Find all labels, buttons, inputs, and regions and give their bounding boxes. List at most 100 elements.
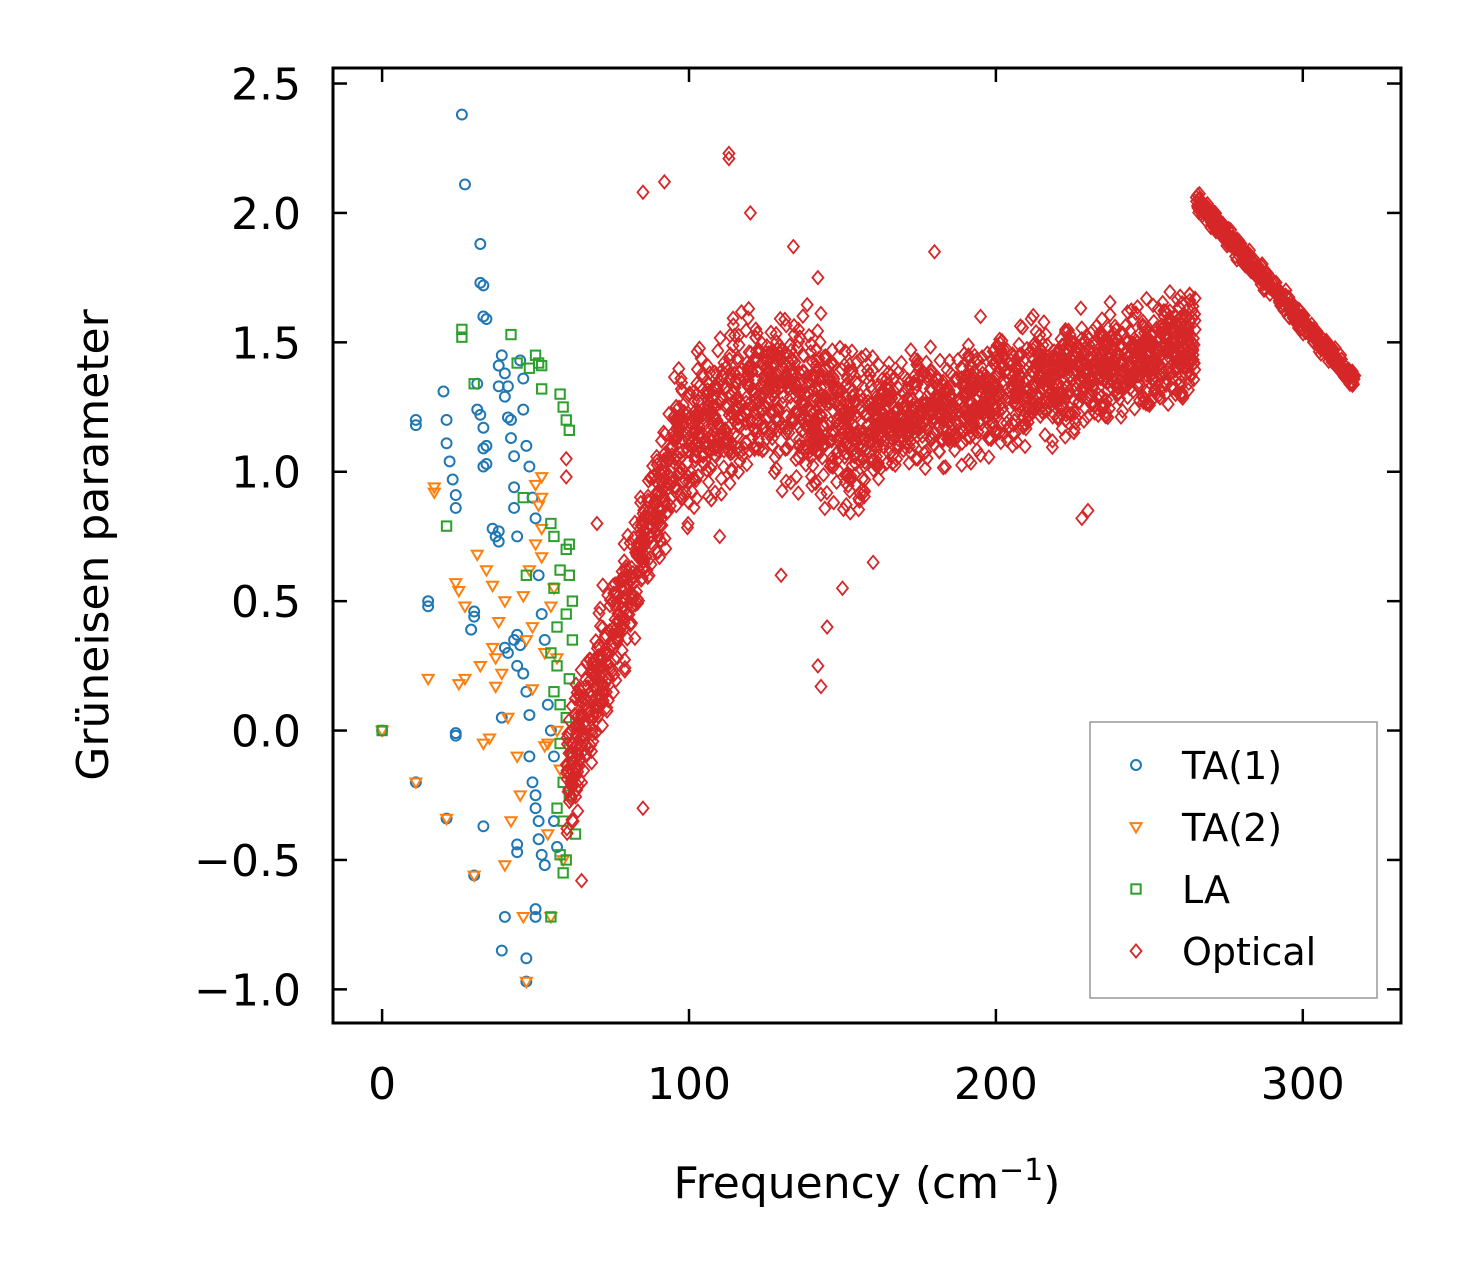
marker-la <box>557 867 569 879</box>
marker-optical <box>560 729 574 746</box>
marker-optical <box>1123 322 1137 339</box>
marker-optical <box>871 470 886 487</box>
marker-optical <box>689 443 704 460</box>
marker-optical <box>1131 378 1145 395</box>
marker-optical <box>875 371 889 388</box>
marker-optical <box>1027 335 1042 352</box>
marker-optical <box>714 470 728 487</box>
marker-optical <box>1161 396 1175 413</box>
marker-ta-1- <box>532 569 545 582</box>
marker-optical <box>1085 335 1100 352</box>
marker-optical <box>1115 402 1130 419</box>
marker-optical <box>1022 359 1036 376</box>
marker-optical <box>769 325 783 342</box>
marker-optical <box>1186 330 1201 347</box>
marker-optical <box>1133 392 1147 409</box>
marker-optical <box>925 381 939 398</box>
marker-optical <box>809 362 823 379</box>
marker-optical <box>723 370 737 387</box>
marker-optical <box>748 421 762 438</box>
marker-optical <box>907 436 921 453</box>
marker-ta-1- <box>529 910 542 923</box>
marker-optical <box>928 397 942 414</box>
marker-optical <box>755 442 770 459</box>
marker-la <box>554 388 566 400</box>
marker-optical <box>577 691 592 708</box>
marker-optical <box>1110 375 1124 392</box>
marker-optical <box>726 337 740 354</box>
marker-optical <box>783 435 797 452</box>
marker-optical <box>591 708 605 725</box>
marker-ta-1- <box>529 789 542 802</box>
marker-optical <box>824 432 839 449</box>
marker-optical <box>656 480 671 497</box>
marker-optical <box>958 376 972 393</box>
marker-optical <box>659 540 673 557</box>
marker-ta-1- <box>548 750 560 763</box>
marker-optical <box>1266 276 1280 293</box>
marker-optical <box>866 554 880 571</box>
marker-optical <box>896 367 911 384</box>
marker-optical <box>790 339 805 356</box>
y-tick-label: 2.0 <box>231 189 301 240</box>
legend-label: Optical <box>1182 930 1316 974</box>
marker-la <box>468 378 480 390</box>
marker-optical <box>675 490 689 507</box>
marker-optical <box>1187 371 1201 388</box>
marker-optical <box>1000 432 1014 449</box>
marker-optical <box>797 363 812 380</box>
marker-optical <box>824 355 838 372</box>
marker-optical <box>988 368 1002 385</box>
marker-optical <box>566 778 580 795</box>
marker-optical <box>800 296 814 313</box>
marker-optical <box>1140 395 1155 412</box>
marker-optical <box>929 377 944 394</box>
marker-optical <box>811 362 825 379</box>
marker-ta-1- <box>535 848 548 861</box>
marker-optical <box>630 547 644 564</box>
marker-optical <box>991 388 1005 405</box>
marker-optical <box>1325 347 1339 364</box>
marker-ta-1- <box>511 846 524 859</box>
marker-optical <box>1186 351 1200 368</box>
x-tick-label: 100 <box>647 1059 731 1110</box>
marker-optical <box>729 399 743 416</box>
marker-optical <box>560 820 574 837</box>
marker-optical <box>809 357 824 374</box>
marker-optical <box>1137 350 1151 367</box>
marker-optical <box>1035 347 1049 364</box>
marker-optical <box>815 449 829 466</box>
marker-optical <box>1207 219 1221 236</box>
marker-optical <box>609 595 623 612</box>
marker-optical <box>820 619 834 636</box>
marker-optical <box>709 448 723 465</box>
marker-optical <box>940 361 954 378</box>
marker-optical <box>822 432 837 449</box>
marker-optical <box>1209 223 1223 240</box>
marker-optical <box>696 368 711 385</box>
marker-optical <box>1170 358 1184 375</box>
marker-optical <box>814 305 828 322</box>
marker-ta-2- <box>528 479 543 493</box>
marker-optical <box>965 419 980 436</box>
marker-optical <box>1181 300 1195 317</box>
marker-optical <box>826 494 841 511</box>
marker-optical <box>651 527 665 544</box>
series-ta-2- <box>374 472 571 990</box>
marker-optical <box>633 563 647 580</box>
marker-optical <box>650 544 664 561</box>
marker-la <box>554 564 566 576</box>
marker-optical <box>835 425 850 442</box>
marker-optical <box>885 455 900 472</box>
marker-optical <box>907 424 921 441</box>
marker-ta-2- <box>534 492 549 506</box>
marker-optical <box>1103 306 1117 323</box>
marker-optical <box>591 688 606 705</box>
marker-optical <box>869 448 884 465</box>
marker-optical <box>1081 391 1095 408</box>
marker-optical <box>654 465 668 482</box>
marker-optical <box>975 349 989 366</box>
legend-marker <box>1130 883 1142 895</box>
marker-optical <box>690 386 704 403</box>
